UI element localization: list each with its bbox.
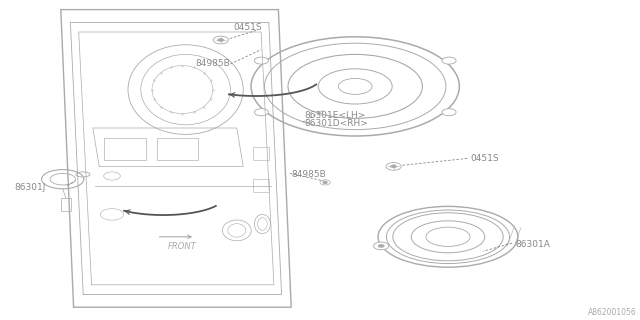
- Circle shape: [323, 181, 327, 183]
- Text: 84985B: 84985B: [195, 60, 230, 68]
- Text: 86301J: 86301J: [14, 183, 45, 192]
- Text: 86301E<LH>: 86301E<LH>: [304, 111, 365, 120]
- Circle shape: [213, 36, 228, 44]
- Text: FRONT: FRONT: [168, 242, 196, 251]
- Circle shape: [442, 109, 456, 116]
- Circle shape: [254, 109, 268, 116]
- Text: 86301A: 86301A: [515, 240, 550, 249]
- Circle shape: [254, 57, 268, 64]
- Circle shape: [390, 165, 397, 168]
- Text: 86301D<RH>: 86301D<RH>: [304, 119, 368, 128]
- Circle shape: [386, 163, 401, 170]
- Text: 0451S: 0451S: [234, 23, 262, 32]
- Text: A862001056: A862001056: [588, 308, 637, 317]
- Circle shape: [442, 57, 456, 64]
- Text: 84985B: 84985B: [291, 170, 326, 179]
- Text: 0451S: 0451S: [470, 154, 499, 163]
- Circle shape: [320, 180, 330, 185]
- Circle shape: [373, 242, 388, 250]
- Circle shape: [378, 244, 384, 248]
- Circle shape: [218, 38, 224, 42]
